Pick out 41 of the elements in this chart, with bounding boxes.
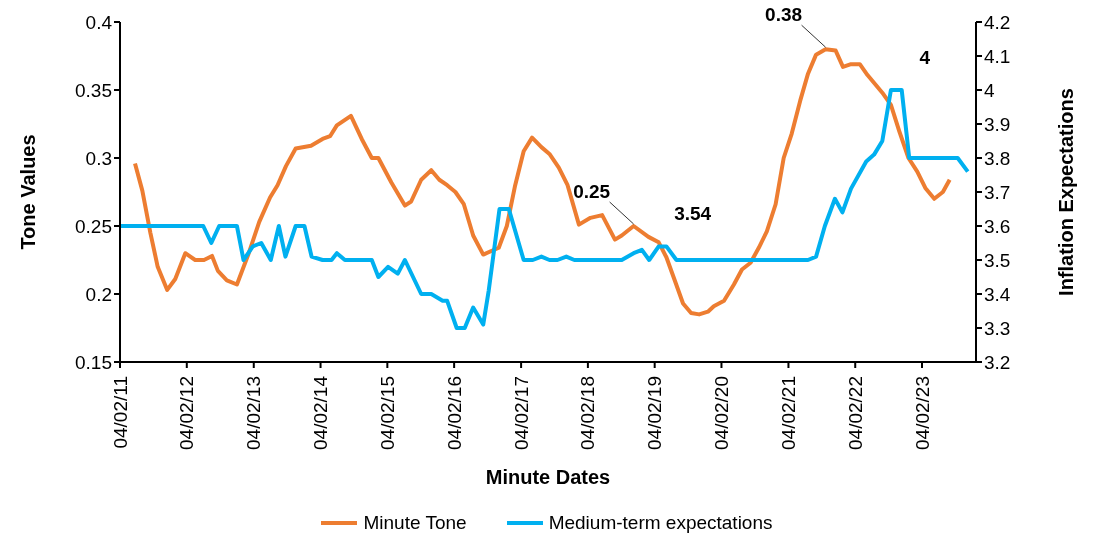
y-axis-title: Tone Values (17, 134, 40, 250)
y2-axis-title: Inflation Expectations (1055, 88, 1078, 296)
x-tick-label: 04/02/16 (443, 376, 465, 450)
line-series (133, 47, 952, 317)
y2-tick-label: 3.2 (984, 351, 1011, 373)
y-tick-label: 0.3 (85, 147, 112, 169)
line-series (120, 88, 970, 330)
y2-tick-label: 3.4 (984, 283, 1011, 305)
x-tick-label: 04/02/17 (510, 376, 532, 450)
x-tick-label: 04/02/22 (844, 376, 866, 450)
x-tick-label: 04/02/15 (376, 376, 398, 450)
y-tick-label: 0.4 (85, 11, 113, 33)
x-tick-label: 04/02/13 (243, 376, 265, 450)
x-tick-label: 04/02/14 (310, 375, 332, 450)
y2-tick-label: 4.2 (984, 11, 1011, 33)
y2-tick-label: 3.5 (984, 249, 1011, 271)
y-tick-label: 0.2 (85, 283, 112, 305)
legend-label: Minute Tone (363, 512, 467, 534)
y2-tick-label: 4.1 (984, 45, 1011, 67)
x-tick-label: 04/02/18 (577, 376, 599, 450)
x-tick-label: 04/02/21 (777, 376, 799, 450)
y-tick-label: 0.35 (75, 79, 112, 101)
y2-tick-label: 3.8 (984, 147, 1011, 169)
x-tick-label: 04/02/11 (109, 376, 131, 449)
x-tick-label: 04/02/12 (176, 376, 198, 450)
y2-tick-label: 3.9 (984, 113, 1011, 135)
y2-tick-label: 3.6 (984, 215, 1011, 237)
x-tick-label: 04/02/20 (710, 376, 732, 450)
data-label: 3.54 (674, 203, 712, 225)
x-tick-label: 04/02/19 (644, 376, 666, 450)
x-axis-title: Minute Dates (485, 466, 611, 488)
y2-tick-label: 3.7 (984, 181, 1011, 203)
y-tick-label: 0.15 (75, 351, 112, 373)
data-label: 4 (919, 47, 931, 68)
y-tick-label: 0.25 (75, 215, 112, 237)
data-label: 0.38 (765, 4, 803, 26)
data-label: 0.25 (573, 181, 611, 202)
x-tick-label: 04/02/23 (911, 376, 933, 450)
y2-tick-label: 3.3 (984, 317, 1011, 339)
legend-label: Medium-term expectations (548, 512, 773, 534)
y2-tick-label: 4 (984, 79, 995, 101)
